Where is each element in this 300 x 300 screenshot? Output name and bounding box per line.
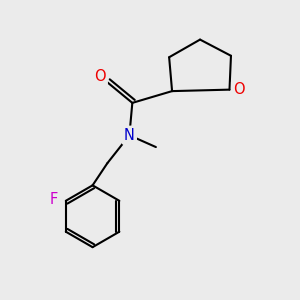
Text: O: O [94, 69, 106, 84]
Text: O: O [233, 82, 245, 97]
Text: F: F [49, 192, 58, 207]
Text: N: N [124, 128, 135, 143]
